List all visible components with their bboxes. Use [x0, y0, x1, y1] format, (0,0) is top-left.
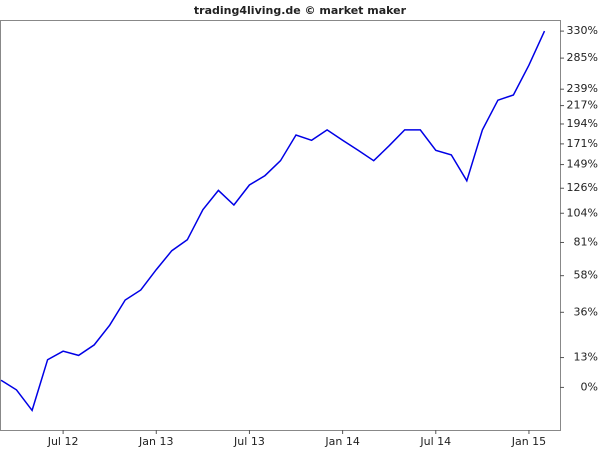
- y-tick-label: 194%: [567, 117, 598, 130]
- y-tick-label: 285%: [567, 51, 598, 64]
- y-tick-label: 126%: [567, 181, 598, 194]
- y-tick-label: 13%: [574, 351, 598, 364]
- y-tick-label: 171%: [567, 137, 598, 150]
- y-tick-label: 36%: [574, 305, 598, 318]
- y-tick-label: 239%: [567, 82, 598, 95]
- data-line: [0, 30, 546, 413]
- plot-frame: [0, 20, 561, 431]
- x-tick-label: Jul 12: [47, 435, 79, 448]
- y-tick-label: 0%: [581, 380, 598, 393]
- chart-title: trading4living.de © market maker: [194, 4, 407, 17]
- y-tick-label: 104%: [567, 206, 598, 219]
- y-tick-label: 217%: [567, 99, 598, 112]
- x-tick-label: Jul 13: [233, 435, 265, 448]
- x-tick-label: Jan 13: [138, 435, 173, 448]
- x-tick-label: Jan 14: [324, 435, 359, 448]
- y-tick-label: 81%: [574, 235, 598, 248]
- y-tick-label: 58%: [574, 269, 598, 282]
- y-tick-label: 330%: [567, 24, 598, 37]
- y-tick-label: 149%: [567, 158, 598, 171]
- x-tick-label: Jul 14: [419, 435, 451, 448]
- x-tick-label: Jan 15: [511, 435, 546, 448]
